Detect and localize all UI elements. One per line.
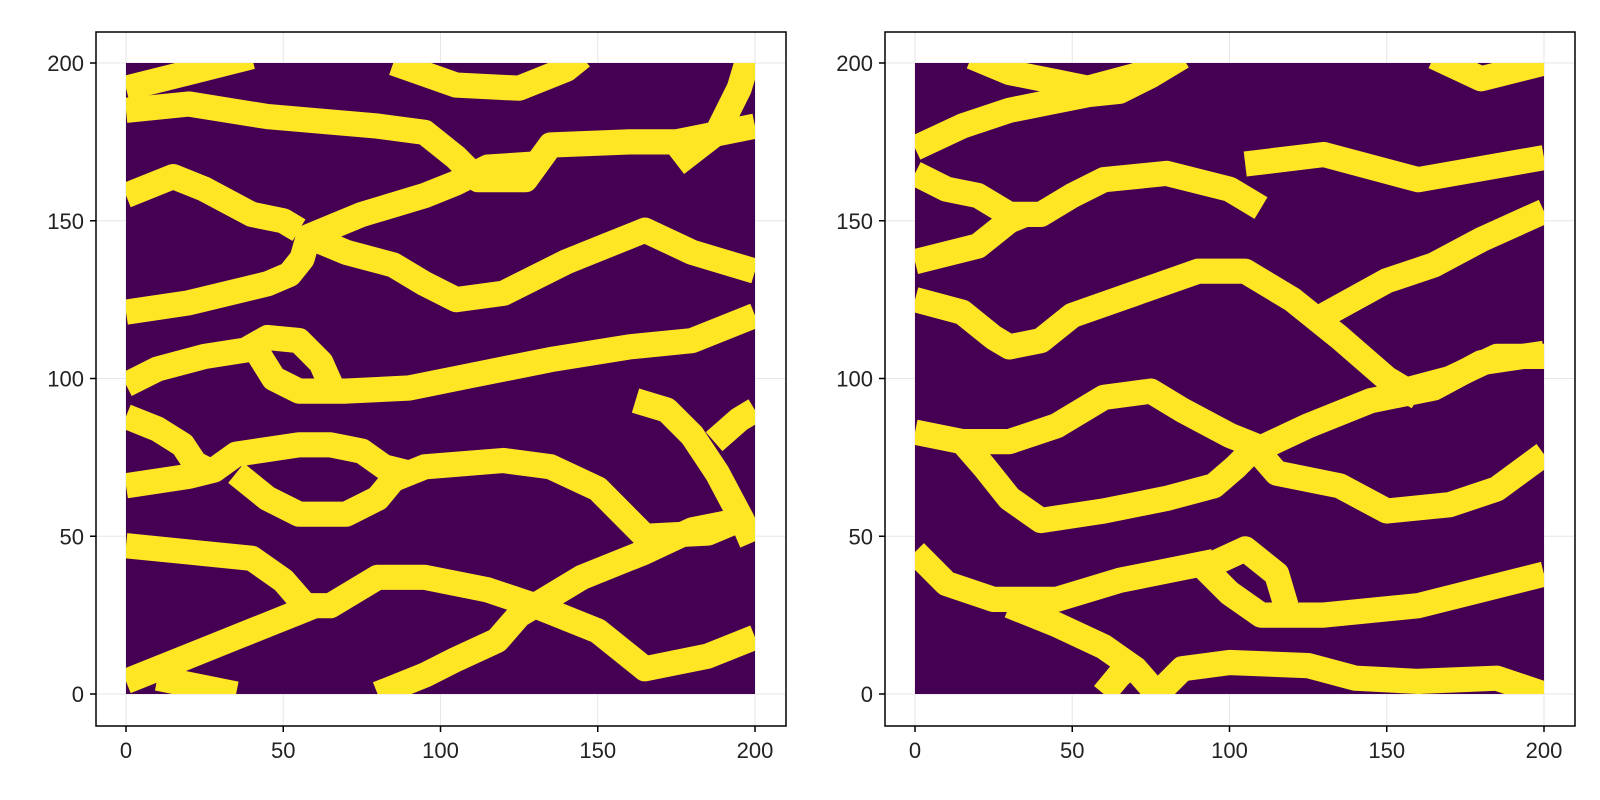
y-tick-label: 150 [47,209,84,234]
y-tick-label: 150 [836,209,873,234]
channel-band [1243,141,1544,193]
x-tick-label: 200 [737,738,774,763]
channel-band [1317,199,1544,327]
channel-band [915,160,1268,227]
channel-band [126,164,306,242]
y-tick-label: 200 [836,51,873,76]
y-tick-label: 50 [60,524,84,549]
channel-band [915,63,1189,160]
channel-band [126,324,346,397]
channel-layer [915,63,1544,694]
channel-band [126,594,320,694]
channel-band [1428,63,1544,92]
channel-band [952,433,1544,534]
x-tick-label: 50 [271,738,295,763]
channel-band [303,217,755,313]
x-tick-label: 0 [120,738,132,763]
channel-band [126,63,255,101]
heatmap-panel-left: 0 50 100 150 200 0 50 100 150 200 [47,31,787,763]
y-tick-label: 0 [861,682,873,707]
y-tick-label: 100 [47,367,84,392]
channel-band [1195,558,1544,628]
channel-band [915,258,1425,409]
x-tick-label: 100 [1211,738,1248,763]
channel-band [1199,536,1299,610]
channel-band [228,447,751,549]
y-tick-label: 0 [72,682,84,707]
x-tick-label: 150 [579,738,616,763]
channel-band [247,303,755,404]
channel-band [705,399,755,452]
channel-band [915,340,1544,461]
channel-band [372,508,742,694]
channel-band [915,202,1030,275]
y-tick-label: 200 [47,51,84,76]
x-tick-label: 100 [422,738,459,763]
heatmap-panel-right: 0 50 100 150 200 0 50 100 150 200 [836,31,1576,763]
channel-layer [126,63,755,694]
x-tick-label: 50 [1060,738,1084,763]
x-tick-label: 0 [909,738,921,763]
channel-band [1004,594,1167,694]
y-tick-label: 50 [849,524,873,549]
channel-band [126,432,413,499]
x-tick-label: 200 [1526,738,1563,763]
y-tick-label: 100 [836,367,873,392]
channel-band [1094,652,1144,694]
x-tick-label: 150 [1368,738,1405,763]
channel-band [668,63,755,174]
channel-band [1148,649,1544,694]
channel-band [915,543,1217,612]
channel-band [154,665,239,694]
channel-band [389,63,590,101]
channel-band [631,388,755,548]
channel-band [126,533,755,682]
